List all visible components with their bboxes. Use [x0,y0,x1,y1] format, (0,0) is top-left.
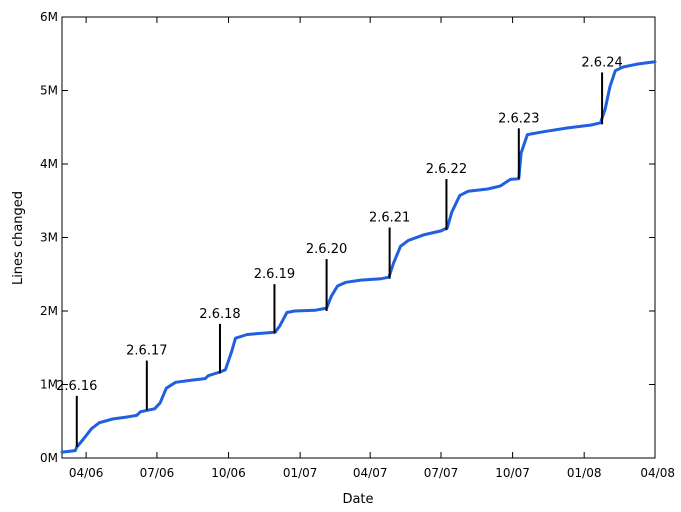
y-tick-label: 5M [40,84,58,98]
x-tick-label: 10/06 [211,466,246,480]
x-tick-label: 01/07 [283,466,318,480]
x-tick-label: 10/07 [495,466,530,480]
release-label: 2.6.24 [581,55,622,70]
x-tick-label: 07/06 [140,466,175,480]
y-axis: 0M 1M 2M 3M 4M 5M 6M [40,10,655,465]
x-axis-title: Date [342,492,373,507]
release-label: 2.6.22 [426,162,467,177]
annotation-layer: 2.6.16 2.6.17 2.6.18 2.6.19 2.6.20 2.6.21 2.6.… [56,55,623,447]
x-axis: 04/06 07/06 10/06 01/07 04/07 07/07 10/07 01/08… [69,17,675,480]
y-tick-label: 0M [40,451,58,465]
y-axis-title: Lines changed [11,191,26,285]
release-label: 2.6.23 [498,111,539,126]
series-layer [60,60,657,454]
y-tick-label: 2M [40,304,58,318]
y-tick-label: 4M [40,157,58,171]
y-tick-label: 6M [40,10,58,24]
release-label: 2.6.18 [199,307,240,322]
x-tick-label: 07/07 [424,466,459,480]
release-label: 2.6.20 [306,242,347,257]
release-label: 2.6.19 [254,267,295,282]
x-tick-label: 04/08 [640,466,675,480]
x-tick-label: 04/06 [69,466,104,480]
y-tick-label: 1M [40,378,58,392]
release-label: 2.6.16 [56,379,97,394]
x-tick-label: 01/08 [567,466,602,480]
y-tick-label: 3M [40,231,58,245]
x-tick-label: 04/07 [353,466,388,480]
release-label: 2.6.17 [126,344,167,359]
plot-border [61,16,656,459]
plot-frame [61,16,656,459]
series-line [60,60,657,454]
release-label: 2.6.21 [369,211,410,226]
